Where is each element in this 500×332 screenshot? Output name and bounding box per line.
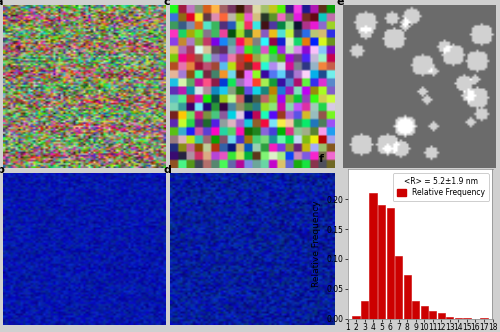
Bar xyxy=(464,318,470,319)
Bar xyxy=(420,305,428,319)
Bar xyxy=(455,317,462,319)
Text: d: d xyxy=(164,165,172,175)
Bar xyxy=(412,301,420,319)
Legend: Relative Frequency: Relative Frequency xyxy=(393,173,488,201)
Bar xyxy=(378,205,385,319)
Bar xyxy=(429,311,436,319)
Text: e: e xyxy=(336,0,344,7)
Bar xyxy=(386,208,394,319)
Bar xyxy=(446,317,454,319)
Text: a: a xyxy=(0,0,4,7)
Text: f: f xyxy=(318,154,324,164)
Y-axis label: Relative Frequency: Relative Frequency xyxy=(312,201,321,287)
Bar xyxy=(404,275,411,319)
Bar xyxy=(352,316,360,319)
Bar xyxy=(480,318,488,319)
Text: b: b xyxy=(0,165,4,175)
Bar xyxy=(370,193,376,319)
Text: c: c xyxy=(164,0,170,7)
Bar xyxy=(395,256,402,319)
Bar xyxy=(361,301,368,319)
Bar xyxy=(438,313,445,319)
